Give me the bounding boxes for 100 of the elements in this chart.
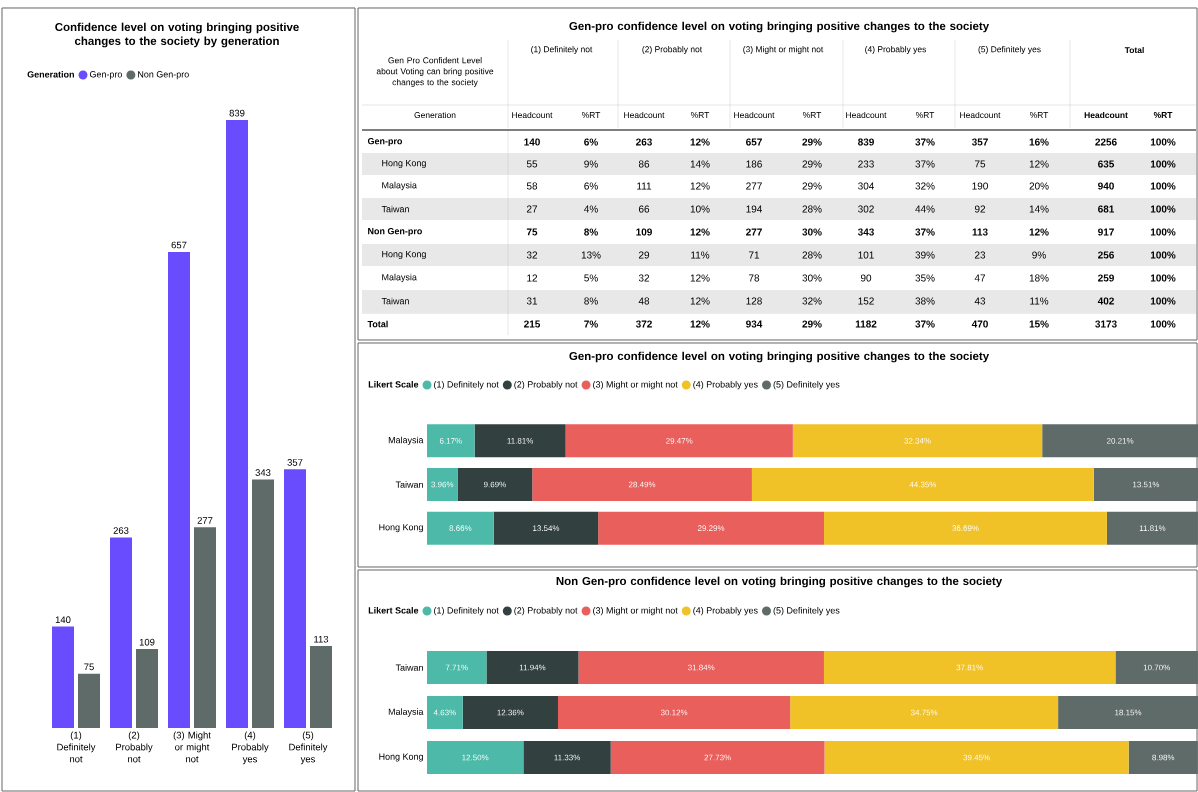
category-label: Total [367, 320, 388, 328]
text: 917 [1098, 228, 1114, 236]
text: 71 [748, 251, 760, 259]
y-tick-label: Hong Kong [379, 524, 423, 533]
data-label: 140 [55, 616, 71, 624]
data-label: 263 [113, 527, 129, 534]
bar [823, 651, 1116, 684]
text: 186 [746, 160, 762, 168]
text: 31 [526, 297, 538, 305]
legend-label: (3) Might or might not [593, 381, 678, 390]
text: 15% [1029, 320, 1049, 328]
text: 18% [1029, 274, 1049, 282]
text: 37% [915, 228, 935, 236]
text: 233 [858, 160, 874, 168]
bar [110, 537, 132, 728]
legend-label: Gen-pro [89, 71, 123, 80]
text: 23 [974, 251, 986, 259]
legend-title: Likert Scale [368, 607, 419, 614]
chart-title: Non Gen-pro confidence level on voting bringing positive changes to the society [556, 576, 1003, 588]
text: 29% [802, 320, 822, 328]
category-label: %RT [915, 112, 935, 118]
text: 263 [636, 138, 652, 146]
text: 113 [972, 228, 988, 236]
bar [136, 649, 158, 728]
text: 55 [526, 160, 538, 168]
text: 372 [635, 320, 652, 328]
category-label: Headcount [624, 111, 665, 119]
y-tick-label: Malaysia [388, 708, 424, 717]
text: 12% [690, 182, 710, 190]
legend-label: (5) Definitely yes [773, 381, 840, 390]
text: 4% [584, 205, 598, 213]
bar [427, 511, 494, 545]
text: 75 [526, 228, 538, 236]
text: 5% [584, 274, 598, 282]
text: 29% [802, 160, 822, 168]
text: 78 [748, 274, 760, 282]
text: 100% [1150, 205, 1176, 213]
text: 8% [584, 297, 598, 305]
bar [598, 511, 824, 545]
text: 839 [858, 138, 874, 146]
legend-label: (4) Probably yes [693, 381, 758, 390]
text: 20% [1029, 182, 1049, 190]
text: 14% [1029, 205, 1049, 213]
text: 92 [974, 205, 986, 213]
text: 6% [584, 182, 598, 190]
text: 259 [1098, 274, 1114, 282]
x-tick-label: (1) Definitely not [57, 731, 96, 763]
text: 11% [1030, 297, 1049, 305]
category-label: Headcount [734, 111, 775, 119]
y-tick-label: Taiwan [395, 481, 423, 488]
text: 12% [690, 274, 710, 282]
category-label: %RT [1153, 112, 1173, 118]
legend-label: (2) Probably not [514, 607, 578, 616]
bar [824, 741, 1129, 774]
text: Gen Pro Confident Level about Voting can bring positive changes to the society [376, 57, 494, 87]
text: 101 [858, 251, 874, 259]
text: 343 [857, 228, 874, 236]
text: 48 [638, 297, 650, 305]
bar [457, 468, 533, 501]
bar [462, 696, 558, 729]
bar [52, 626, 74, 728]
text: 11% [691, 251, 710, 259]
text: 100% [1150, 297, 1176, 305]
legend-title: Generation [27, 71, 74, 78]
text: 30% [802, 274, 822, 282]
bar [427, 424, 475, 458]
text: 39% [915, 251, 935, 259]
category-label: Non Gen-pro [368, 227, 422, 237]
text: 38% [915, 297, 935, 305]
bar [493, 511, 599, 545]
legend-label: (3) Might or might not [593, 607, 678, 616]
category-label: %RT [690, 112, 710, 118]
text: 14% [690, 160, 710, 168]
text: 277 [746, 228, 762, 236]
text: 12% [1029, 228, 1049, 236]
text: 2256 [1095, 138, 1117, 146]
text: 27 [526, 205, 538, 213]
data-label: 109 [139, 638, 155, 646]
text: 681 [1098, 205, 1115, 213]
bar [252, 479, 274, 728]
text: 3173 [1095, 320, 1117, 328]
text: 8% [584, 228, 598, 236]
text: 13% [581, 251, 601, 259]
text: Gen-pro confidence level on voting bringing positive changes to the society [569, 21, 990, 33]
text: 16% [1029, 138, 1049, 146]
x-tick-label: (2) Probably not [116, 731, 153, 763]
text: 215 [524, 320, 541, 328]
legend-label: (5) Definitely yes [773, 607, 840, 616]
text: 100% [1150, 138, 1176, 146]
text: 635 [1098, 160, 1115, 168]
text: 100% [1150, 182, 1176, 190]
text: 28% [802, 205, 822, 213]
data-label: 343 [255, 469, 271, 476]
text: 32% [802, 297, 822, 305]
text: 86 [638, 160, 650, 168]
x-tick-label: (3) Might or might not [173, 731, 211, 763]
text: 12% [1029, 160, 1049, 168]
text: 10% [690, 205, 710, 213]
bar [427, 468, 458, 501]
text: 37% [915, 320, 935, 328]
